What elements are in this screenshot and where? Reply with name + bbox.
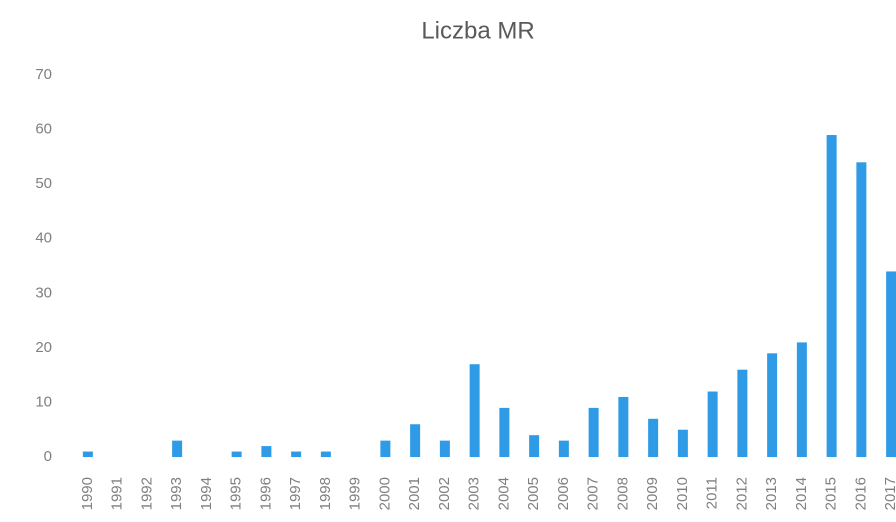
- x-tick-label: 2009: [644, 477, 661, 510]
- x-tick-label: 2012: [733, 477, 750, 510]
- x-tick-label: 2017: [882, 477, 896, 510]
- x-tick-label: 1997: [287, 477, 304, 510]
- x-tick-label: 1994: [198, 477, 215, 510]
- x-tick-label: 2006: [555, 477, 572, 510]
- y-tick-label: 50: [35, 175, 52, 192]
- bar: [410, 424, 421, 457]
- bar: [380, 440, 391, 457]
- bar: [618, 396, 629, 457]
- x-tick-label: 2016: [852, 477, 869, 510]
- chart-title: Liczba MR: [421, 17, 534, 44]
- bar: [826, 135, 837, 457]
- x-tick-label: 1998: [317, 477, 334, 510]
- bar: [886, 271, 896, 457]
- x-tick-label: 2011: [704, 477, 721, 509]
- y-tick-label: 0: [44, 448, 52, 465]
- x-tick-label: 2015: [823, 477, 840, 510]
- x-tick-label: 2001: [406, 477, 423, 510]
- bar: [767, 353, 778, 457]
- bar: [439, 440, 450, 457]
- bar: [796, 342, 807, 457]
- y-tick-label: 20: [35, 339, 52, 356]
- bar: [82, 451, 93, 457]
- x-tick-label: 1990: [79, 477, 96, 510]
- y-tick-label: 60: [35, 121, 52, 138]
- bar: [529, 435, 540, 457]
- bar: [469, 364, 480, 457]
- x-tick-label: 2013: [763, 477, 780, 510]
- bar: [291, 451, 302, 457]
- x-tick-label: 2007: [585, 477, 602, 510]
- x-tick-label: 2005: [525, 477, 542, 510]
- bar: [261, 446, 272, 457]
- bar: [588, 407, 599, 457]
- x-tick-label: 1993: [168, 477, 185, 510]
- bar: [172, 440, 183, 457]
- bar: [648, 418, 659, 457]
- bar: [499, 407, 510, 457]
- bar: [558, 440, 569, 457]
- x-tick-label: 1991: [109, 477, 126, 510]
- bar: [677, 429, 688, 457]
- x-tick-label: 2010: [674, 477, 691, 510]
- x-tick-label: 1995: [228, 477, 245, 510]
- y-tick-label: 70: [35, 66, 52, 83]
- x-tick-label: 1999: [347, 477, 364, 510]
- bar: [320, 451, 331, 457]
- x-tick-label: 1996: [257, 477, 274, 510]
- bar: [737, 369, 748, 457]
- y-tick-label: 30: [35, 284, 52, 301]
- bar: [231, 451, 242, 457]
- x-tick-label: 2008: [614, 477, 631, 510]
- x-tick-label: 2002: [436, 477, 453, 510]
- bar: [707, 391, 718, 457]
- y-tick-label: 10: [35, 393, 52, 410]
- x-tick-label: 1992: [138, 477, 155, 510]
- x-tick-label: 2004: [495, 477, 512, 510]
- y-tick-label: 40: [35, 230, 52, 247]
- bar: [856, 162, 867, 458]
- x-tick-label: 2014: [793, 477, 810, 510]
- x-tick-label: 2000: [376, 477, 393, 510]
- x-tick-label: 2003: [466, 477, 483, 510]
